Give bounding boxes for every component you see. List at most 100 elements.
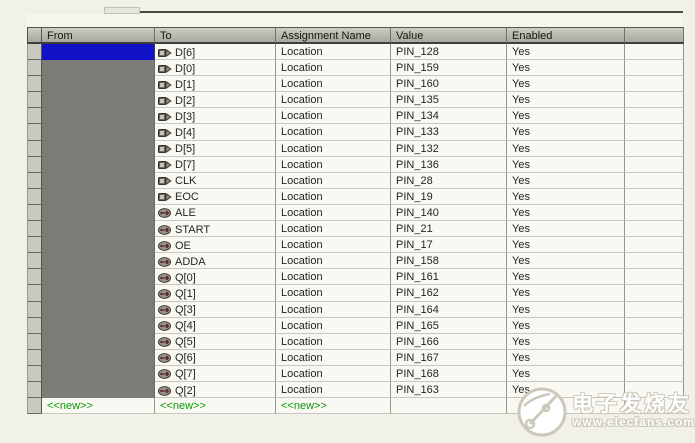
enabled-cell[interactable]: Yes — [507, 381, 625, 399]
value-cell[interactable]: PIN_135 — [391, 92, 507, 109]
to-cell[interactable]: ALE — [155, 204, 276, 222]
to-cell[interactable]: Q[3] — [155, 301, 276, 318]
from-cell[interactable] — [42, 301, 155, 318]
spare-cell[interactable] — [625, 365, 684, 382]
to-cell[interactable]: Q[2] — [155, 381, 276, 399]
value-cell[interactable]: PIN_134 — [391, 108, 507, 125]
to-cell[interactable]: D[7] — [155, 156, 276, 173]
to-cell[interactable]: Q[0] — [155, 269, 276, 286]
spare-cell[interactable] — [625, 60, 684, 77]
value-cell[interactable]: PIN_21 — [391, 221, 507, 238]
to-cell[interactable]: Q[1] — [155, 285, 276, 302]
column-header-to[interactable]: To — [155, 27, 276, 44]
from-cell[interactable] — [42, 204, 155, 222]
column-header-enabled[interactable]: Enabled — [507, 27, 625, 44]
to-cell[interactable]: D[1] — [155, 76, 276, 93]
from-cell[interactable] — [42, 188, 155, 205]
new-value-cell[interactable] — [391, 398, 507, 415]
new-from-cell[interactable]: <<new>> — [42, 398, 155, 415]
spare-cell[interactable] — [625, 108, 684, 125]
enabled-cell[interactable]: Yes — [507, 301, 625, 318]
row-selector[interactable] — [27, 108, 42, 125]
from-cell[interactable] — [42, 60, 155, 77]
value-cell[interactable]: PIN_161 — [391, 269, 507, 286]
row-selector[interactable] — [27, 237, 42, 254]
column-header-spare[interactable] — [625, 27, 684, 44]
assignment-name-cell[interactable]: Location — [276, 253, 391, 270]
to-cell[interactable]: D[0] — [155, 60, 276, 77]
spare-cell[interactable] — [625, 44, 684, 61]
row-selector[interactable] — [27, 285, 42, 302]
row-selector[interactable] — [27, 124, 42, 141]
enabled-cell[interactable]: Yes — [507, 253, 625, 270]
assignment-name-cell[interactable]: Location — [276, 108, 391, 125]
spare-cell[interactable] — [625, 237, 684, 254]
spare-cell[interactable] — [625, 333, 684, 350]
to-cell[interactable]: D[4] — [155, 124, 276, 141]
spare-cell[interactable] — [625, 269, 684, 286]
enabled-cell[interactable]: Yes — [507, 188, 625, 205]
new-to-cell[interactable]: <<new>> — [155, 398, 276, 415]
to-cell[interactable]: D[6] — [155, 44, 276, 61]
to-cell[interactable]: D[5] — [155, 140, 276, 157]
assignment-name-cell[interactable]: Location — [276, 381, 391, 399]
assignment-name-cell[interactable]: Location — [276, 221, 391, 238]
value-cell[interactable]: PIN_163 — [391, 381, 507, 399]
enabled-cell[interactable]: Yes — [507, 108, 625, 125]
value-cell[interactable]: PIN_167 — [391, 349, 507, 366]
value-cell[interactable]: PIN_159 — [391, 60, 507, 77]
to-cell[interactable]: EOC — [155, 188, 276, 205]
from-cell[interactable] — [42, 76, 155, 93]
value-cell[interactable]: PIN_158 — [391, 253, 507, 270]
value-cell[interactable]: PIN_166 — [391, 333, 507, 350]
assignment-name-cell[interactable]: Location — [276, 60, 391, 77]
assignment-name-cell[interactable]: Location — [276, 317, 391, 334]
from-cell[interactable] — [42, 253, 155, 270]
assignment-name-cell[interactable]: Location — [276, 269, 391, 286]
enabled-cell[interactable]: Yes — [507, 76, 625, 93]
from-cell[interactable] — [42, 333, 155, 350]
to-cell[interactable]: OE — [155, 237, 276, 254]
spare-cell[interactable] — [625, 140, 684, 157]
new-enabled-cell[interactable] — [507, 398, 625, 415]
enabled-cell[interactable]: Yes — [507, 285, 625, 302]
assignment-name-cell[interactable]: Location — [276, 285, 391, 302]
value-cell[interactable]: PIN_28 — [391, 172, 507, 189]
value-cell[interactable]: PIN_164 — [391, 301, 507, 318]
spare-cell[interactable] — [625, 301, 684, 318]
spare-cell[interactable] — [625, 76, 684, 93]
row-selector[interactable] — [27, 44, 42, 61]
column-header-value[interactable]: Value — [391, 27, 507, 44]
row-selector[interactable] — [27, 398, 42, 415]
spare-cell[interactable] — [625, 172, 684, 189]
from-cell[interactable] — [42, 237, 155, 254]
row-selector[interactable] — [27, 301, 42, 318]
enabled-cell[interactable]: Yes — [507, 333, 625, 350]
spare-cell[interactable] — [625, 317, 684, 334]
from-cell[interactable] — [42, 381, 155, 399]
value-cell[interactable]: PIN_140 — [391, 204, 507, 222]
assignment-name-cell[interactable]: Location — [276, 349, 391, 366]
assignment-name-cell[interactable]: Location — [276, 44, 391, 61]
value-cell[interactable]: PIN_128 — [391, 44, 507, 61]
value-cell[interactable]: PIN_136 — [391, 156, 507, 173]
row-selector[interactable] — [27, 221, 42, 238]
enabled-cell[interactable]: Yes — [507, 365, 625, 382]
assignment-name-cell[interactable]: Location — [276, 156, 391, 173]
row-selector[interactable] — [27, 92, 42, 109]
from-cell[interactable] — [42, 349, 155, 366]
from-cell[interactable] — [42, 172, 155, 189]
enabled-cell[interactable]: Yes — [507, 221, 625, 238]
to-cell[interactable]: Q[5] — [155, 333, 276, 350]
enabled-cell[interactable]: Yes — [507, 204, 625, 222]
row-selector[interactable] — [27, 349, 42, 366]
value-cell[interactable]: PIN_160 — [391, 76, 507, 93]
to-cell[interactable]: Q[6] — [155, 349, 276, 366]
spare-cell[interactable] — [625, 156, 684, 173]
enabled-cell[interactable]: Yes — [507, 269, 625, 286]
value-cell[interactable]: PIN_168 — [391, 365, 507, 382]
from-cell[interactable] — [42, 140, 155, 157]
enabled-cell[interactable]: Yes — [507, 60, 625, 77]
enabled-cell[interactable]: Yes — [507, 317, 625, 334]
assignment-name-cell[interactable]: Location — [276, 237, 391, 254]
